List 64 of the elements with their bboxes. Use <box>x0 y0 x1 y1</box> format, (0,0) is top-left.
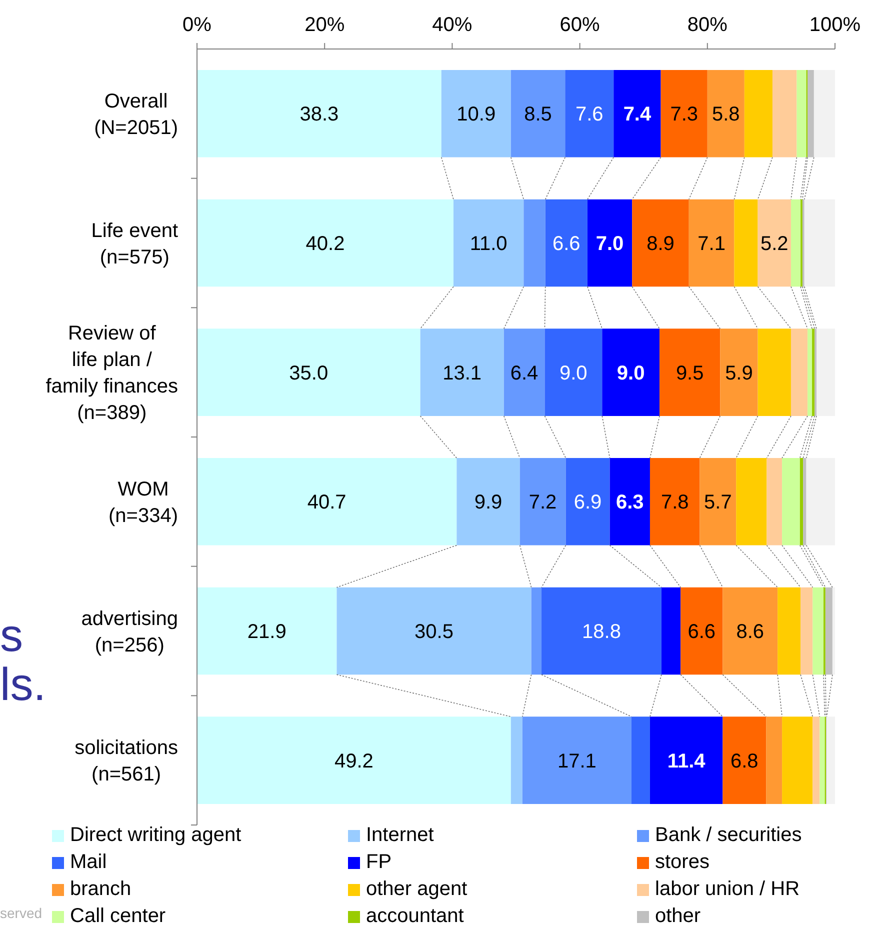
legend-label: labor union / HR <box>655 877 800 902</box>
data-label: 7.2 <box>528 492 557 514</box>
y-tick-label: solicitations (n=561) <box>74 737 178 786</box>
x-tick-label: 80% <box>687 14 728 36</box>
data-label: 6.8 <box>730 750 758 772</box>
data-label: 40.7 <box>307 492 346 514</box>
text: ls. <box>0 658 46 710</box>
data-label: 5.8 <box>712 104 740 126</box>
data-label: 5.7 <box>704 492 732 514</box>
data-label: 7.1 <box>698 232 726 255</box>
data-label: 17.1 <box>557 750 596 772</box>
data-label: 21.9 <box>247 620 286 643</box>
y-tick-label: advertising (n=256) <box>81 608 178 656</box>
data-label: 9.5 <box>676 362 704 384</box>
y-tick-label: WOM (n=334) <box>108 478 178 527</box>
legend-label: Call center <box>70 904 166 929</box>
data-label: 49.2 <box>334 750 374 772</box>
data-label: 10.9 <box>456 104 496 126</box>
legend-label: Mail <box>70 850 107 875</box>
data-label: 6.6 <box>688 620 716 643</box>
data-label: 6.9 <box>574 492 602 514</box>
y-tick-label: Review of life plan / family finances (n=389) <box>46 322 178 424</box>
legend-label: Direct writing agent <box>70 823 242 848</box>
data-label: 9.0 <box>616 362 645 384</box>
legend-label: Bank / securities <box>655 823 802 848</box>
data-label: 18.8 <box>582 620 621 643</box>
data-label: 7.0 <box>596 232 624 255</box>
x-tick-label: 40% <box>432 14 472 36</box>
legend-label: stores <box>655 850 710 875</box>
data-label: 6.4 <box>510 362 538 384</box>
data-label: 8.6 <box>736 620 764 643</box>
data-label: 7.8 <box>660 492 689 514</box>
data-label: 35.0 <box>289 362 328 384</box>
x-tick-label: 100% <box>809 14 861 36</box>
data-label: 8.5 <box>524 104 552 126</box>
data-label: 7.4 <box>623 104 652 126</box>
data-label: 8.9 <box>646 232 674 255</box>
data-label: 9.9 <box>474 492 502 514</box>
data-label: 11.0 <box>470 232 508 255</box>
legend-label: FP <box>366 850 392 875</box>
legend-label: other <box>655 904 701 929</box>
data-label: 9.0 <box>560 362 588 384</box>
legend-label: branch <box>70 877 132 902</box>
data-label: 5.2 <box>760 232 788 255</box>
legend-label: accountant <box>366 904 464 929</box>
data-label: 11.4 <box>667 750 706 772</box>
text: s <box>0 609 23 661</box>
text: served <box>0 905 42 921</box>
data-label: 7.6 <box>575 104 604 126</box>
x-tick-label: 0% <box>182 14 212 36</box>
data-label: 40.2 <box>306 232 345 255</box>
data-label: 30.5 <box>414 620 454 643</box>
y-tick-label: Overall (N=2051) <box>94 90 178 139</box>
y-tick-label: Life event (n=575) <box>91 220 178 268</box>
data-label: 7.3 <box>670 104 698 126</box>
data-label: 6.6 <box>552 232 580 255</box>
data-label: 13.1 <box>442 362 482 384</box>
legend-label: Internet <box>366 823 434 848</box>
data-label: 5.9 <box>725 362 753 384</box>
data-label: 6.3 <box>616 492 644 514</box>
x-tick-label: 20% <box>304 14 345 36</box>
data-label: 38.3 <box>300 104 339 126</box>
legend-label: other agent <box>366 877 468 902</box>
x-tick-label: 60% <box>560 14 600 36</box>
